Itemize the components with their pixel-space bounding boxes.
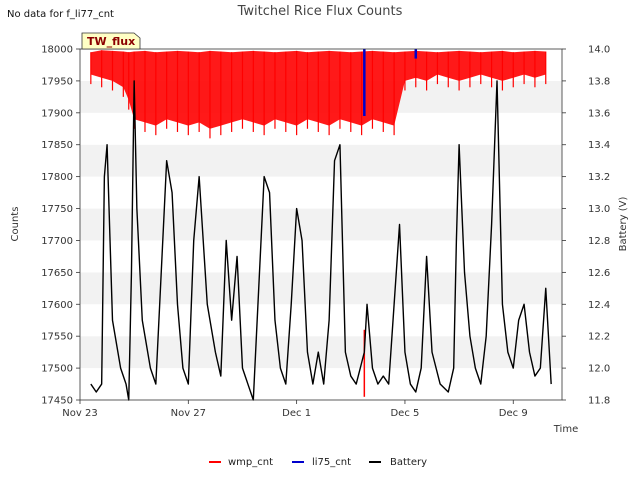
grid-band (80, 144, 562, 177)
y-right-tick-label: 12.6 (588, 268, 610, 279)
grid-band (80, 336, 562, 369)
grid-band (80, 176, 562, 209)
y-right-tick-label: 12.2 (588, 332, 610, 343)
y-left-tick-label: 17950 (41, 76, 73, 87)
x-tick-label: Dec 1 (282, 408, 311, 419)
y-right-tick-label: 13.4 (588, 140, 610, 151)
y-right-tick-label: 13.2 (588, 172, 610, 183)
y-left-tick-label: 17550 (41, 332, 73, 343)
series-layer (90, 49, 552, 401)
y-left-tick-label: 17600 (41, 300, 73, 311)
axis-ticks: 17450 17500 17550 17600 17650 17700 17750 17800… (41, 45, 610, 420)
y-right-tick-label: 14.0 (588, 45, 610, 56)
y-left-tick-label: 17750 (41, 204, 73, 215)
y-right-tick-label: 11.8 (588, 396, 610, 407)
y-right-tick-label: 12.4 (588, 300, 610, 311)
y-left-label: Counts (10, 207, 21, 242)
y-left-tick-label: 17500 (41, 364, 73, 375)
y-left-tick-label: 17650 (41, 268, 73, 279)
y-right-tick-label: 13.8 (588, 76, 610, 87)
y-left-tick-label: 17800 (41, 172, 73, 183)
x-tick-label: Dec 5 (390, 408, 419, 419)
y-right-tick-label: 13.0 (588, 204, 610, 215)
y-left-tick-label: 17450 (41, 396, 73, 407)
x-tick-label: Nov 23 (62, 408, 97, 419)
chart-title: Twitchel Rice Flux Counts (237, 4, 403, 19)
x-axis-label: Time (553, 424, 578, 435)
grid-band (80, 208, 562, 241)
y-left-tick-label: 17850 (41, 140, 73, 151)
legend-label-li75: li75_cnt (312, 457, 351, 468)
legend-label-battery: Battery (390, 457, 427, 468)
legend: wmp_cnt li75_cnt Battery (209, 457, 427, 468)
y-right-label: Battery (V) (618, 196, 629, 251)
x-tick-label: Nov 27 (171, 408, 206, 419)
badge: TW_flux (81, 32, 141, 50)
y-right-tick-label: 12.0 (588, 364, 610, 375)
y-right-tick-label: 13.6 (588, 108, 610, 119)
legend-label-wmp: wmp_cnt (228, 457, 273, 468)
x-tick-label: Dec 9 (499, 408, 528, 419)
y-left-tick-label: 17900 (41, 108, 73, 119)
battery-line (90, 80, 552, 401)
plot-frame (79, 48, 563, 401)
badge-box (81, 32, 141, 50)
y-left-tick-label: 17700 (41, 236, 73, 247)
y-left-tick-label: 18000 (41, 45, 73, 56)
grid-band (80, 240, 562, 273)
no-data-note: No data for f_li77_cnt (7, 9, 114, 20)
badge-label: TW_flux (87, 35, 135, 48)
y-right-tick-label: 12.8 (588, 236, 610, 247)
grid-band (80, 304, 562, 337)
